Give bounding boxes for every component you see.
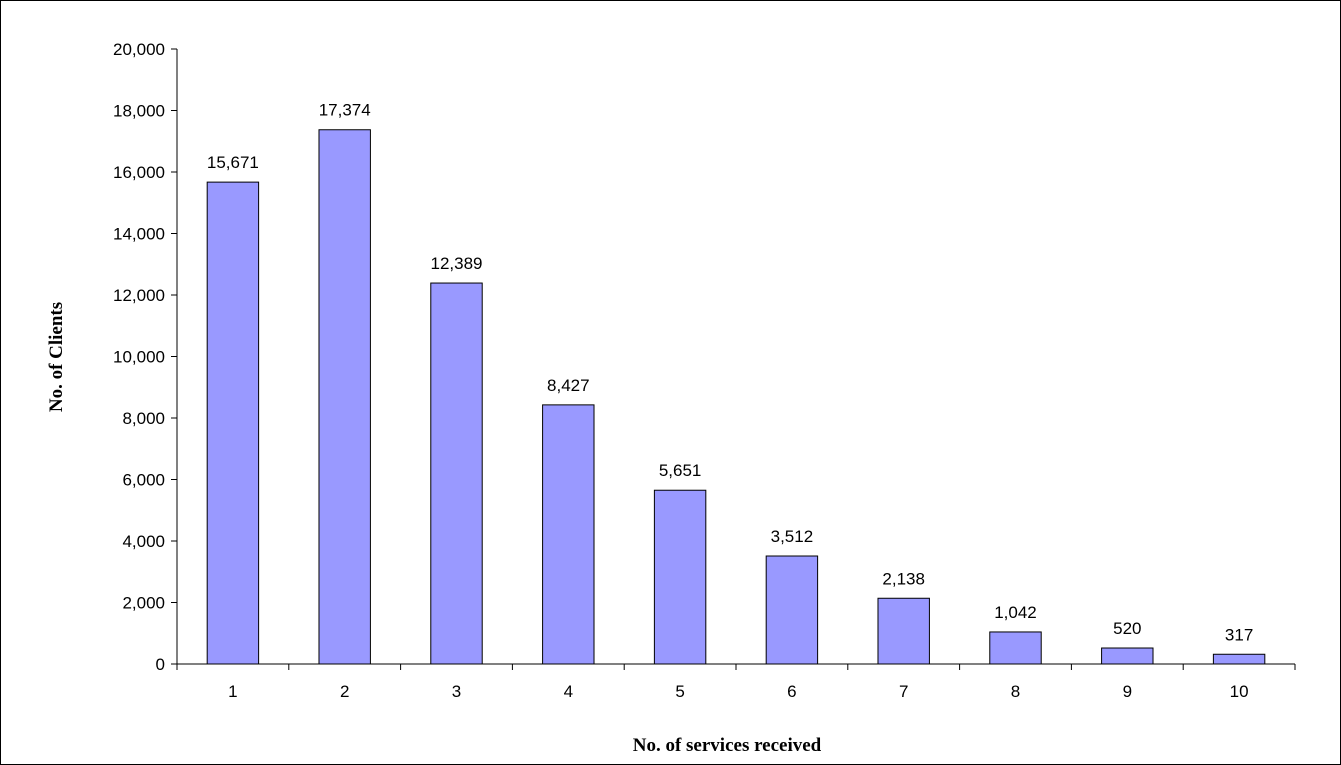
bar-value-label: 520 — [1113, 619, 1141, 638]
y-tick-label: 16,000 — [113, 163, 165, 182]
x-tick-label: 4 — [564, 682, 573, 701]
y-tick-label: 14,000 — [113, 225, 165, 244]
bar-value-label: 3,512 — [771, 527, 814, 546]
x-tick-label: 5 — [675, 682, 684, 701]
y-tick-label: 12,000 — [113, 286, 165, 305]
bar-value-label: 1,042 — [994, 603, 1037, 622]
x-axis: 1 2 3 4 5 6 7 8 9 10 — [176, 663, 1296, 701]
bar-value-label: 12,389 — [431, 254, 483, 273]
bars — [206, 129, 1266, 665]
x-tick-label: 8 — [1011, 682, 1020, 701]
x-tick-label: 10 — [1230, 682, 1249, 701]
y-tick-label: 18,000 — [113, 102, 165, 121]
x-tick-label: 1 — [228, 682, 237, 701]
bar — [1212, 653, 1266, 665]
y-tick-label: 20,000 — [113, 40, 165, 59]
y-tick-label: 8,000 — [122, 409, 165, 428]
bar-value-label: 2,138 — [882, 569, 925, 588]
x-tick-label: 6 — [787, 682, 796, 701]
x-tick-label: 9 — [1123, 682, 1132, 701]
bar — [542, 404, 595, 665]
x-axis-title: No. of services received — [633, 735, 822, 756]
y-tick-label: 10,000 — [113, 348, 165, 367]
bar-value-label: 5,651 — [659, 461, 702, 480]
bar — [765, 555, 819, 665]
bar — [989, 631, 1042, 665]
bar-value-label: 15,671 — [207, 153, 259, 172]
bar-value-label: 17,374 — [319, 101, 371, 120]
bar — [1101, 647, 1154, 665]
bar-value-label: 317 — [1225, 625, 1253, 644]
y-tick-label: 4,000 — [122, 532, 165, 551]
bar — [877, 597, 930, 665]
x-tick-label: 7 — [899, 682, 908, 701]
y-axis: 0 2,000 4,000 6,000 8,000 10,000 12,000 14,000 1… — [113, 40, 178, 674]
bar — [206, 181, 260, 665]
y-tick-label: 6,000 — [122, 471, 165, 490]
y-tick-label: 2,000 — [122, 594, 165, 613]
y-tick-label: 0 — [156, 655, 165, 674]
bar-value-label: 8,427 — [547, 376, 590, 395]
data-labels: 15,671 17,374 12,389 8,427 5,651 3,512 2,138 1,… — [207, 101, 1253, 645]
bar — [430, 282, 483, 665]
bar — [318, 129, 371, 665]
x-tick-label: 2 — [340, 682, 349, 701]
bar — [653, 489, 707, 665]
x-tick-label: 3 — [452, 682, 461, 701]
y-axis-title: No. of Clients — [46, 302, 67, 412]
